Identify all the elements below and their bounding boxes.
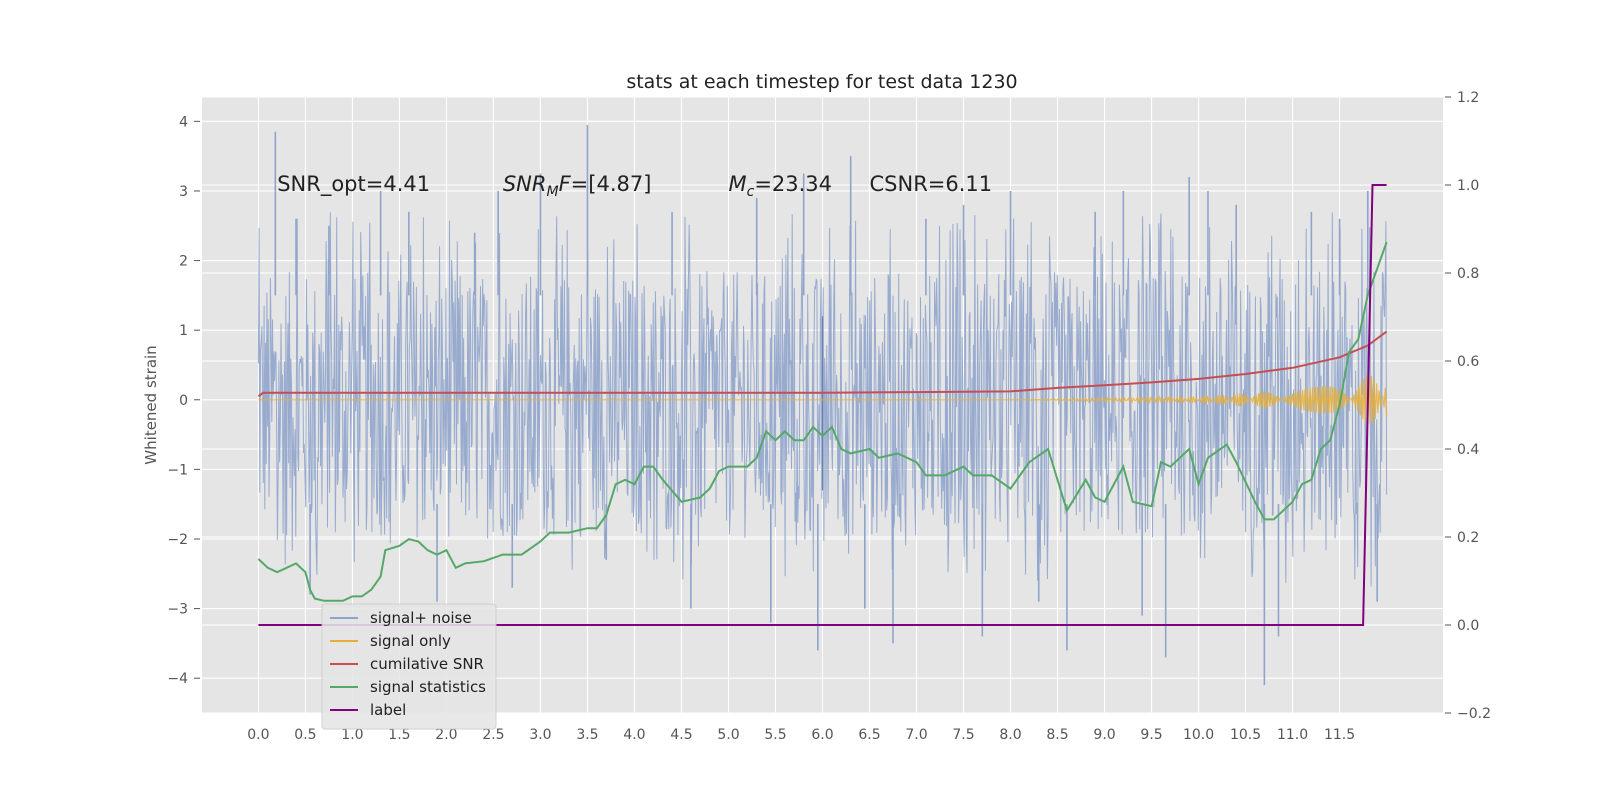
y-right-tick-label: 1.0: [1457, 178, 1479, 194]
x-tick-label: 9.5: [1140, 727, 1162, 743]
signal-only-line: [258, 375, 1388, 425]
y-right-tick-label: −0.2: [1457, 706, 1491, 722]
x-tick-label: 2.0: [435, 727, 457, 743]
series-lines: [257, 184, 1388, 626]
y-right-tick-label: 0.0: [1457, 618, 1479, 634]
x-tick-label: 0.0: [247, 727, 269, 743]
x-tick-label: 9.0: [1093, 727, 1115, 743]
x-tick-label: 5.5: [764, 727, 786, 743]
y-right-tick-label: 0.8: [1457, 266, 1479, 282]
x-tick-label: 5.0: [717, 727, 739, 743]
y-tick-label: 4: [179, 114, 188, 130]
x-tick-label: 7.5: [952, 727, 974, 743]
x-tick-label: 3.0: [529, 727, 551, 743]
legend-label: signal only: [370, 632, 451, 650]
y-tick-label: −2: [167, 532, 188, 548]
x-tick-label: 8.0: [999, 727, 1021, 743]
signal-statistics-line: [257, 241, 1388, 602]
legend: signal+ noise signal only cumilative SNR si…: [321, 603, 497, 730]
axis-ticks: 0.0 0.5 1.0 1.5 2.0 2.5 3.0 3.5 4.0 4.5 5.0 5.5 6.0 6…: [167, 90, 1491, 743]
series-signal-noise: [257, 124, 1388, 686]
y-axis-label: Whitened strain: [142, 345, 160, 464]
x-tick-label: 2.5: [482, 727, 504, 743]
x-tick-label: 1.0: [341, 727, 363, 743]
x-tick-label: 10.5: [1230, 727, 1261, 743]
y-tick-label: −3: [167, 602, 188, 618]
y-right-tick-label: 0.6: [1457, 354, 1479, 370]
x-tick-label: 8.5: [1046, 727, 1068, 743]
cumilative-snr-line: [257, 330, 1388, 398]
annotation-text: SNR_opt=4.41: [277, 172, 430, 197]
y-right-tick-label: 1.2: [1457, 90, 1479, 106]
legend-box: [321, 603, 497, 730]
y-right-tick-label: 0.2: [1457, 530, 1479, 546]
annotation-text: CSNR=6.11: [870, 172, 993, 196]
annotation-text: Mc=23.34: [728, 172, 832, 200]
x-tick-label: 1.5: [388, 727, 410, 743]
y-right-tick-label: 0.4: [1457, 442, 1479, 458]
x-tick-label: 3.5: [576, 727, 598, 743]
chart-title: stats at each timestep for test data 123…: [626, 71, 1017, 93]
x-tick-label: 7.0: [905, 727, 927, 743]
annotation-text: SNRMF=[4.87]: [503, 172, 652, 200]
y-tick-label: 3: [179, 184, 188, 200]
x-tick-label: 0.5: [294, 727, 316, 743]
y-tick-label: 2: [179, 254, 188, 270]
legend-label: signal statistics: [370, 678, 486, 696]
x-tick-label: 6.5: [858, 727, 880, 743]
y-tick-label: 0: [179, 393, 188, 409]
x-tick-label: 4.5: [670, 727, 692, 743]
annotations: SNR_opt=4.41 SNRMF=[4.87] Mc=23.34 CSNR=6.1…: [277, 172, 992, 200]
x-tick-label: 11.0: [1277, 727, 1308, 743]
x-tick-label: 4.0: [623, 727, 645, 743]
y-tick-label: −1: [167, 462, 188, 478]
legend-label: signal+ noise: [370, 609, 472, 627]
x-tick-label: 6.0: [811, 727, 833, 743]
x-tick-label: 10.0: [1183, 727, 1214, 743]
y-tick-label: −4: [167, 671, 188, 687]
y-tick-label: 1: [179, 323, 188, 339]
label-line: [258, 184, 1387, 626]
legend-label: cumilative SNR: [370, 655, 484, 673]
x-tick-label: 11.5: [1324, 727, 1355, 743]
legend-label: label: [370, 701, 406, 719]
